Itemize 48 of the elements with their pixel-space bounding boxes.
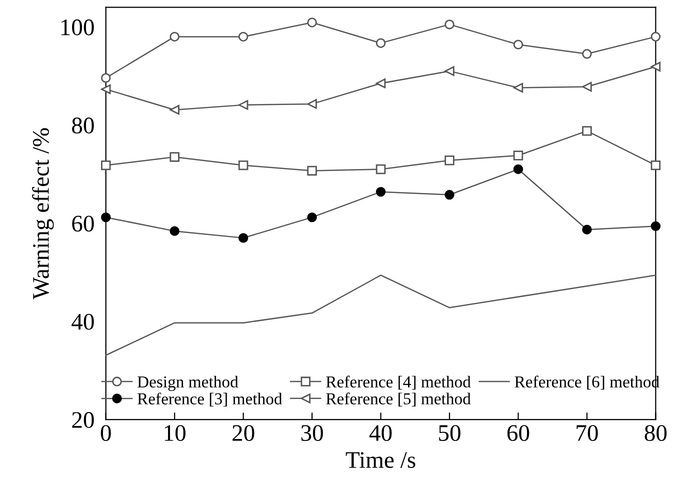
y-tick-label: 60: [72, 216, 94, 232]
point: [513, 82, 524, 93]
point: [307, 99, 317, 109]
x-tick-label: 0: [100, 425, 111, 441]
x-tick-label: 30: [301, 425, 323, 441]
legend-label: Reference [5] method: [326, 392, 471, 406]
x-tick-label: 70: [576, 425, 598, 441]
x-tick-label: 80: [644, 425, 667, 441]
point: [650, 62, 661, 72]
point: [444, 66, 454, 76]
y-tick-label: 40: [72, 314, 94, 330]
x-tick-label: 50: [439, 425, 460, 441]
legend-label: Reference [4] method: [326, 376, 471, 390]
point: [238, 100, 248, 110]
x-axis-title: Time /s: [346, 452, 416, 468]
y-tick-label: 100: [61, 19, 94, 36]
point: [170, 104, 180, 115]
y-tick-label: 20: [72, 412, 94, 428]
point: [238, 160, 248, 170]
x-tick-label: 10: [164, 425, 186, 441]
point: [582, 82, 592, 92]
point: [376, 164, 386, 174]
y-tick-label: 80: [72, 118, 94, 134]
x-tick-label: 60: [507, 425, 530, 441]
point: [170, 32, 180, 42]
line-series: [105, 274, 656, 356]
x-tick-label: 40: [369, 425, 392, 441]
point: [513, 40, 524, 50]
point: [650, 32, 661, 42]
point: [307, 166, 317, 176]
y-axis-title: Warning effect /%: [32, 128, 54, 300]
legend-label: Reference [3] method: [137, 392, 282, 407]
point: [238, 32, 248, 42]
point: [513, 150, 524, 160]
point: [582, 126, 592, 136]
point: [650, 160, 661, 170]
point: [101, 160, 111, 170]
point: [376, 78, 386, 88]
point: [170, 152, 180, 162]
point: [582, 49, 592, 59]
x-tick-label: 20: [232, 425, 254, 441]
point: [376, 38, 386, 48]
point: [444, 156, 454, 166]
point: [307, 18, 317, 28]
point: [101, 84, 111, 94]
point: [101, 73, 111, 83]
point: [444, 20, 454, 30]
legend-label: Design method: [137, 376, 238, 391]
